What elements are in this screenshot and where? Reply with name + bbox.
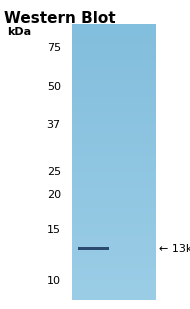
Text: 20: 20	[47, 190, 61, 200]
Text: 15: 15	[47, 225, 61, 235]
Text: kDa: kDa	[7, 28, 31, 37]
Text: 25: 25	[47, 167, 61, 177]
Text: 50: 50	[47, 82, 61, 92]
Text: ← 13kDa: ← 13kDa	[159, 244, 190, 254]
Text: 37: 37	[47, 120, 61, 130]
Text: 10: 10	[47, 276, 61, 286]
Text: Western Blot: Western Blot	[4, 11, 115, 26]
Bar	[78, 247, 109, 250]
Text: 75: 75	[47, 43, 61, 53]
